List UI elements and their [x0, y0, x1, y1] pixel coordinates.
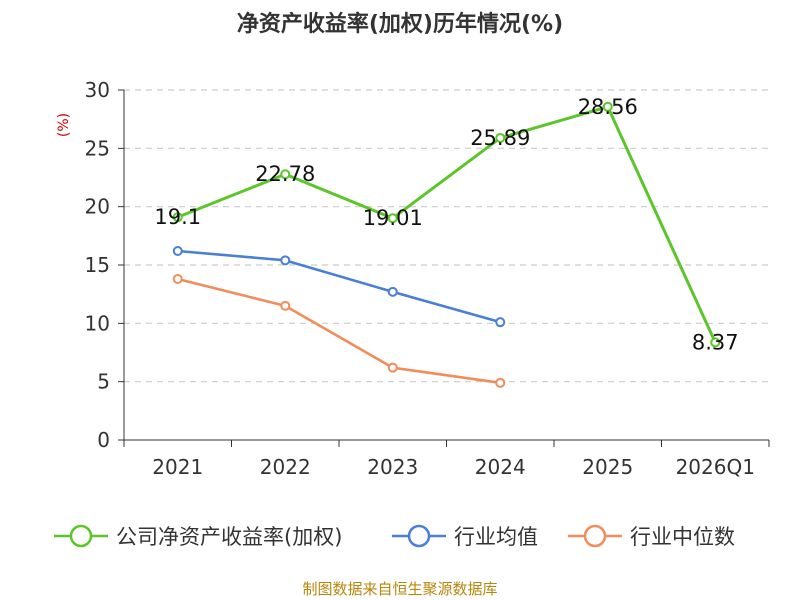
- y-tick-label-15: 15: [85, 253, 110, 277]
- data-label-company-2026Q1: 8.37: [692, 330, 739, 354]
- x-tick-label-2021: 2021: [152, 455, 203, 479]
- point-company-2025: [602, 101, 613, 112]
- x-tick-label-2026Q1: 2026Q1: [676, 455, 755, 479]
- y-tick-label-20: 20: [85, 195, 110, 219]
- data-label-company-2021: 19.1: [154, 205, 201, 229]
- point-company-2021: [172, 212, 183, 223]
- point-industry-median-2024: [495, 377, 506, 388]
- legend-industry-median-marker: [568, 524, 622, 548]
- x-tick-label-2022: 2022: [260, 455, 311, 479]
- data-source-note: 制图数据来自恒生聚源数据库: [302, 580, 498, 598]
- x-tick-label-2023: 2023: [367, 455, 418, 479]
- chart-title: 净资产收益率(加权)历年情况(%): [236, 12, 564, 37]
- y-tick-label-30: 30: [85, 78, 110, 102]
- point-industry-average-2021: [172, 246, 183, 256]
- x-tick-label-2024: 2024: [475, 455, 526, 479]
- data-label-company-2023: 19.01: [363, 206, 423, 230]
- point-industry-median-2021: [172, 274, 183, 284]
- legend-company-marker: [54, 524, 108, 548]
- data-label-company-2024: 25.89: [470, 126, 530, 150]
- series-line-company: [177, 105, 717, 343]
- y-tick-label-10: 10: [85, 311, 110, 335]
- point-industry-average-2023: [387, 286, 398, 297]
- x-tick-label-2025: 2025: [582, 455, 633, 479]
- y-tick-label-25: 25: [85, 136, 110, 160]
- legend-label-company: 公司净资产收益率(加权): [116, 525, 343, 549]
- legend-item-company[interactable]: 公司净资产收益率(加权): [52, 519, 342, 553]
- point-industry-average-2022: [280, 255, 291, 266]
- series-line-industry-median: [177, 277, 501, 385]
- point-industry-average-2024: [495, 317, 506, 328]
- y-axis-unit: (%): [56, 113, 72, 137]
- legend-label-industry-average: 行业均值: [454, 525, 538, 549]
- point-industry-median-2023: [387, 362, 398, 373]
- legend: 公司净资产收益率(加权) 行业均值 行业中位数: [0, 519, 800, 553]
- series-line-industry-average: [177, 249, 501, 324]
- data-label-company-2025: 28.56: [578, 95, 638, 119]
- legend-industry-average-marker: [392, 524, 446, 548]
- data-label-company-2022: 22.78: [255, 162, 315, 186]
- y-tick-label-0: 0: [97, 428, 110, 452]
- legend-item-industry-median[interactable]: 行业中位数: [566, 519, 735, 553]
- point-company-2024: [495, 132, 506, 143]
- legend-item-industry-average[interactable]: 行业均值: [390, 519, 538, 553]
- point-industry-median-2022: [280, 300, 291, 311]
- point-company-2023: [387, 213, 398, 224]
- legend-label-industry-median: 行业中位数: [630, 525, 735, 549]
- point-company-2022: [280, 169, 291, 180]
- y-tick-label-5: 5: [97, 370, 110, 394]
- point-company-2026Q1: [710, 337, 721, 348]
